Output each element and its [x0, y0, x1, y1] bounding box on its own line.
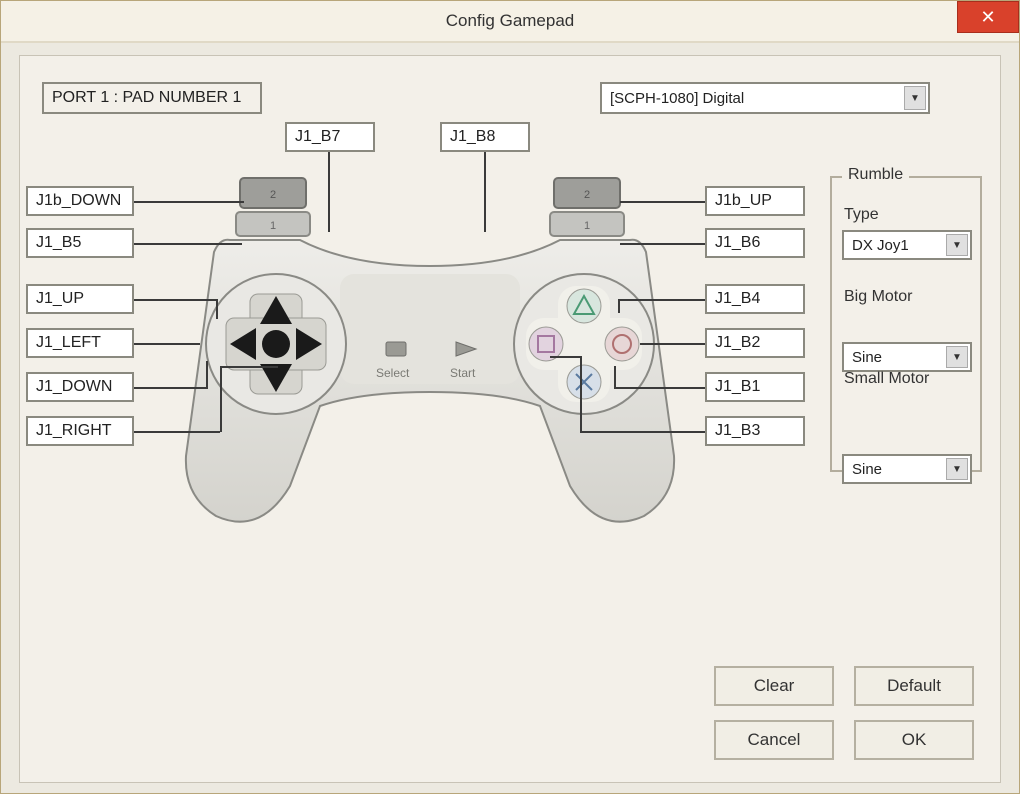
binding-right-5-value: J1_B3: [715, 422, 760, 440]
rumble-small-select[interactable]: Sine ▼: [842, 454, 972, 484]
rumble-type-value: DX Joy1: [852, 237, 909, 254]
lead-line: [134, 299, 216, 301]
lead-line: [134, 431, 220, 433]
lead-line: [580, 431, 705, 433]
binding-left-4[interactable]: J1_DOWN: [26, 372, 134, 402]
binding-left-3-value: J1_LEFT: [36, 334, 101, 352]
default-button-label: Default: [887, 676, 941, 696]
port-label: PORT 1 : PAD NUMBER 1: [52, 89, 241, 107]
lead-line: [134, 387, 206, 389]
binding-right-2[interactable]: J1_B4: [705, 284, 805, 314]
port-label-box: PORT 1 : PAD NUMBER 1: [42, 82, 262, 114]
lead-line: [550, 356, 580, 358]
lead-line: [614, 366, 616, 389]
clear-button[interactable]: Clear: [714, 666, 834, 706]
select-label-text: Select: [376, 366, 409, 380]
rumble-legend: Rumble: [842, 166, 909, 184]
rumble-big-label: Big Motor: [844, 288, 912, 306]
rumble-big-value: Sine: [852, 349, 882, 366]
binding-left-1[interactable]: J1_B5: [26, 228, 134, 258]
lead-line: [614, 387, 705, 389]
binding-left-4-value: J1_DOWN: [36, 378, 112, 396]
lead-line: [134, 201, 244, 203]
lead-line: [220, 366, 278, 368]
rumble-small-value: Sine: [852, 461, 882, 478]
binding-right-4-value: J1_B1: [715, 378, 760, 396]
binding-b8-value: J1_B8: [450, 128, 495, 146]
binding-b7[interactable]: J1_B7: [285, 122, 375, 152]
ok-button[interactable]: OK: [854, 720, 974, 760]
lead-line: [220, 366, 222, 432]
lead-line: [134, 243, 242, 245]
binding-left-0-value: J1b_DOWN: [36, 192, 121, 210]
binding-right-0-value: J1b_UP: [715, 192, 772, 210]
config-gamepad-window: Config Gamepad ✕ PORT 1 : PAD NUMBER 1 […: [0, 0, 1020, 794]
clear-button-label: Clear: [754, 676, 795, 696]
window-title: Config Gamepad: [446, 11, 575, 31]
binding-left-3[interactable]: J1_LEFT: [26, 328, 134, 358]
controller-type-select[interactable]: [SCPH-1080] Digital ▼: [600, 82, 930, 114]
binding-right-1[interactable]: J1_B6: [705, 228, 805, 258]
lead-line: [216, 299, 218, 319]
lead-line: [620, 243, 705, 245]
lead-line: [206, 361, 208, 389]
rumble-type-select[interactable]: DX Joy1 ▼: [842, 230, 972, 260]
binding-b7-value: J1_B7: [295, 128, 340, 146]
lead-line: [620, 201, 705, 203]
binding-left-5-value: J1_RIGHT: [36, 422, 112, 440]
binding-right-0[interactable]: J1b_UP: [705, 186, 805, 216]
client-area: PORT 1 : PAD NUMBER 1 [SCPH-1080] Digita…: [19, 55, 1001, 783]
controller-type-value: [SCPH-1080] Digital: [610, 90, 744, 107]
binding-right-4[interactable]: J1_B1: [705, 372, 805, 402]
ok-button-label: OK: [902, 730, 927, 750]
binding-left-0[interactable]: J1b_DOWN: [26, 186, 134, 216]
lead-line: [328, 152, 330, 232]
binding-left-2[interactable]: J1_UP: [26, 284, 134, 314]
cancel-button[interactable]: Cancel: [714, 720, 834, 760]
binding-left-5[interactable]: J1_RIGHT: [26, 416, 134, 446]
close-icon: ✕: [980, 7, 995, 28]
rumble-type-label: Type: [844, 206, 879, 224]
rumble-big-select[interactable]: Sine ▼: [842, 342, 972, 372]
svg-text:1: 1: [584, 220, 590, 232]
lead-line: [580, 356, 582, 432]
rumble-small-label: Small Motor: [844, 370, 929, 388]
svg-text:2: 2: [270, 189, 276, 201]
binding-right-2-value: J1_B4: [715, 290, 760, 308]
binding-right-3[interactable]: J1_B2: [705, 328, 805, 358]
lead-line: [134, 343, 200, 345]
gamepad-diagram: 2 2 1 1: [160, 156, 700, 556]
chevron-down-icon: ▼: [904, 86, 926, 110]
chevron-down-icon: ▼: [946, 346, 968, 368]
lead-line: [618, 299, 705, 301]
chevron-down-icon: ▼: [946, 234, 968, 256]
chevron-down-icon: ▼: [946, 458, 968, 480]
binding-right-3-value: J1_B2: [715, 334, 760, 352]
start-label-text: Start: [450, 366, 475, 380]
lead-line: [618, 299, 620, 313]
binding-right-1-value: J1_B6: [715, 234, 760, 252]
binding-left-1-value: J1_B5: [36, 234, 81, 252]
lead-line: [484, 152, 486, 232]
svg-text:2: 2: [584, 189, 590, 201]
binding-b8[interactable]: J1_B8: [440, 122, 530, 152]
default-button[interactable]: Default: [854, 666, 974, 706]
titlebar: Config Gamepad: [1, 1, 1019, 43]
svg-text:1: 1: [270, 220, 276, 232]
lead-line: [640, 343, 705, 345]
rumble-group: Rumble Type DX Joy1 ▼ Big Motor Sine ▼ S…: [830, 176, 982, 472]
close-button[interactable]: ✕: [957, 1, 1019, 33]
binding-right-5[interactable]: J1_B3: [705, 416, 805, 446]
cancel-button-label: Cancel: [748, 730, 801, 750]
binding-left-2-value: J1_UP: [36, 290, 84, 308]
